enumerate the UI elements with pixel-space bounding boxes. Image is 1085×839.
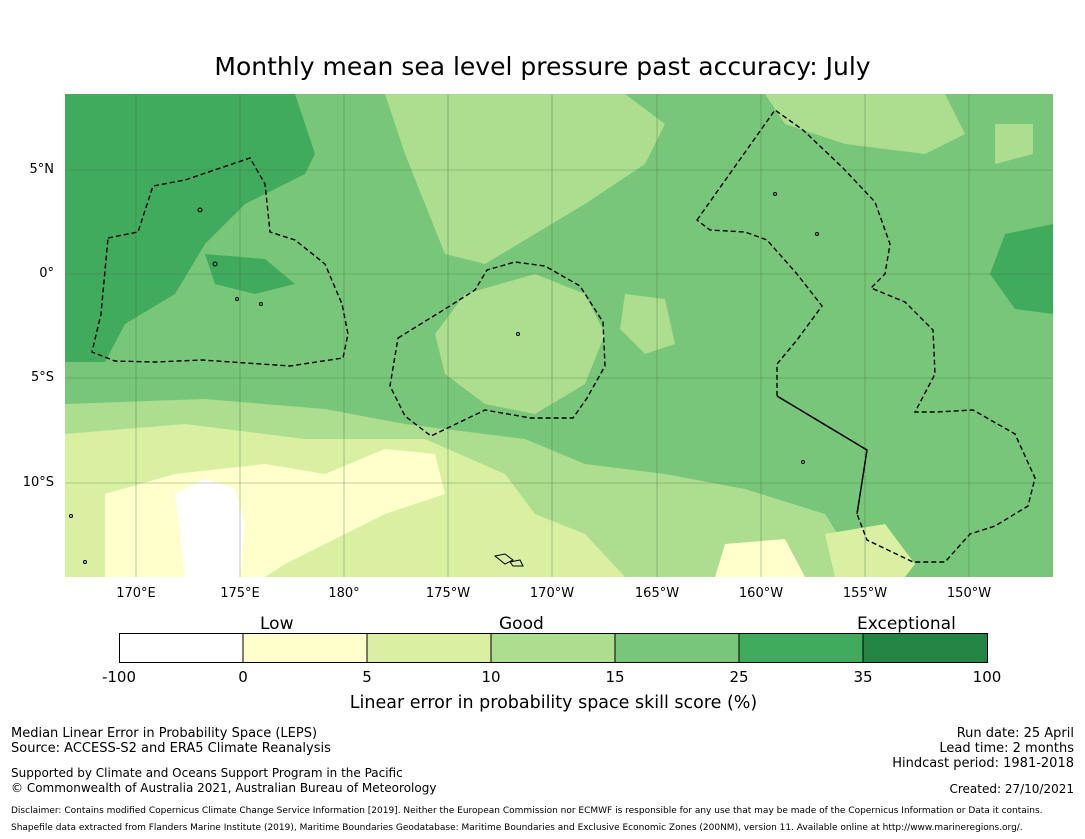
lat-label-5n: 5°N xyxy=(29,162,55,177)
moderate-skill-patch-east xyxy=(825,524,915,577)
lon-label-150w: 150°W xyxy=(946,586,992,601)
footer-support-block: Supported by Climate and Oceans Support … xyxy=(11,766,436,796)
footer-created: Created: 27/10/2021 xyxy=(949,782,1074,796)
disclaimer-copernicus: Disclaimer: Contains modified Copernicus… xyxy=(11,806,1043,816)
colorbar-tick: 5 xyxy=(362,668,372,686)
lon-label-160w: 160°W xyxy=(738,586,784,601)
colorbar-tick: 10 xyxy=(481,668,501,686)
lon-label-175e: 175°E xyxy=(220,586,260,601)
low-skill-patch-south-east xyxy=(715,539,805,577)
skill-map xyxy=(65,94,1053,577)
colorbar-swatch xyxy=(243,633,367,663)
lon-label-170e: 170°E xyxy=(116,586,156,601)
eez-boundary-east xyxy=(696,109,1036,563)
footer-method: Median Linear Error in Probability Space… xyxy=(11,726,318,741)
maritime-boundary-solid xyxy=(776,395,868,515)
colorbar-tick: 100 xyxy=(972,668,1002,686)
colorbar-swatch xyxy=(491,633,615,663)
lon-label-175w: 175°W xyxy=(425,586,471,601)
colorbar-swatch xyxy=(615,633,739,663)
colorbar-swatch xyxy=(119,633,243,663)
category-exceptional: Exceptional xyxy=(857,614,956,634)
footer-hindcast: Hindcast period: 1981-2018 xyxy=(892,756,1074,771)
footer-run-block: Run date: 25 April Lead time: 2 months H… xyxy=(892,726,1074,771)
lat-label-10s: 10°S xyxy=(22,475,54,490)
eez-boundary-center xyxy=(389,261,606,437)
eez-boundaries xyxy=(91,109,1036,563)
map-title: Monthly mean sea level pressure past acc… xyxy=(214,52,871,81)
lat-label-0: 0° xyxy=(39,266,54,281)
lowest-skill-region xyxy=(175,479,245,577)
high-skill-region-east xyxy=(990,224,1053,314)
lon-label-165w: 165°W xyxy=(634,586,680,601)
lon-label-155w: 155°W xyxy=(842,586,888,601)
colorbar xyxy=(119,633,988,663)
colorbar-swatch xyxy=(367,633,491,663)
footer-support: Supported by Climate and Oceans Support … xyxy=(11,766,403,780)
lon-label-180: 180° xyxy=(328,586,360,601)
footer-copyright: © Commonwealth of Australia 2021, Austra… xyxy=(11,781,437,795)
colorbar-tick: 15 xyxy=(605,668,625,686)
colorbar-frame xyxy=(119,633,988,663)
colorbar-tick: -100 xyxy=(101,668,137,686)
footer-method-block: Median Linear Error in Probability Space… xyxy=(11,726,331,756)
colorbar-tick: 25 xyxy=(729,668,749,686)
good-skill-region-center xyxy=(435,274,605,414)
colorbar-title: Linear error in probability space skill … xyxy=(349,693,758,713)
islands xyxy=(69,192,819,567)
footer-run-date: Run date: 25 April xyxy=(956,726,1074,741)
footer-source: Source: ACCESS-S2 and ERA5 Climate Reana… xyxy=(11,741,331,756)
lat-label-5s: 5°S xyxy=(30,370,54,385)
footer-lead-time: Lead time: 2 months xyxy=(939,741,1074,756)
colorbar-swatch xyxy=(863,633,987,663)
eez-boundary-west xyxy=(91,157,349,367)
category-good: Good xyxy=(499,614,544,634)
good-skill-region-ne2 xyxy=(995,124,1033,164)
colorbar-dividers xyxy=(242,633,864,663)
disclaimer-shapefile: Shapefile data extracted from Flanders M… xyxy=(11,823,1023,833)
good-skill-region-mid xyxy=(620,294,675,354)
lon-label-170w: 170°W xyxy=(529,586,575,601)
colorbar-tick: 35 xyxy=(853,668,873,686)
good-skill-region-north xyxy=(385,94,665,264)
colorbar-swatch xyxy=(739,633,863,663)
category-low: Low xyxy=(260,614,294,634)
colorbar-tick: 0 xyxy=(238,668,248,686)
map-gridlines xyxy=(65,94,1053,577)
